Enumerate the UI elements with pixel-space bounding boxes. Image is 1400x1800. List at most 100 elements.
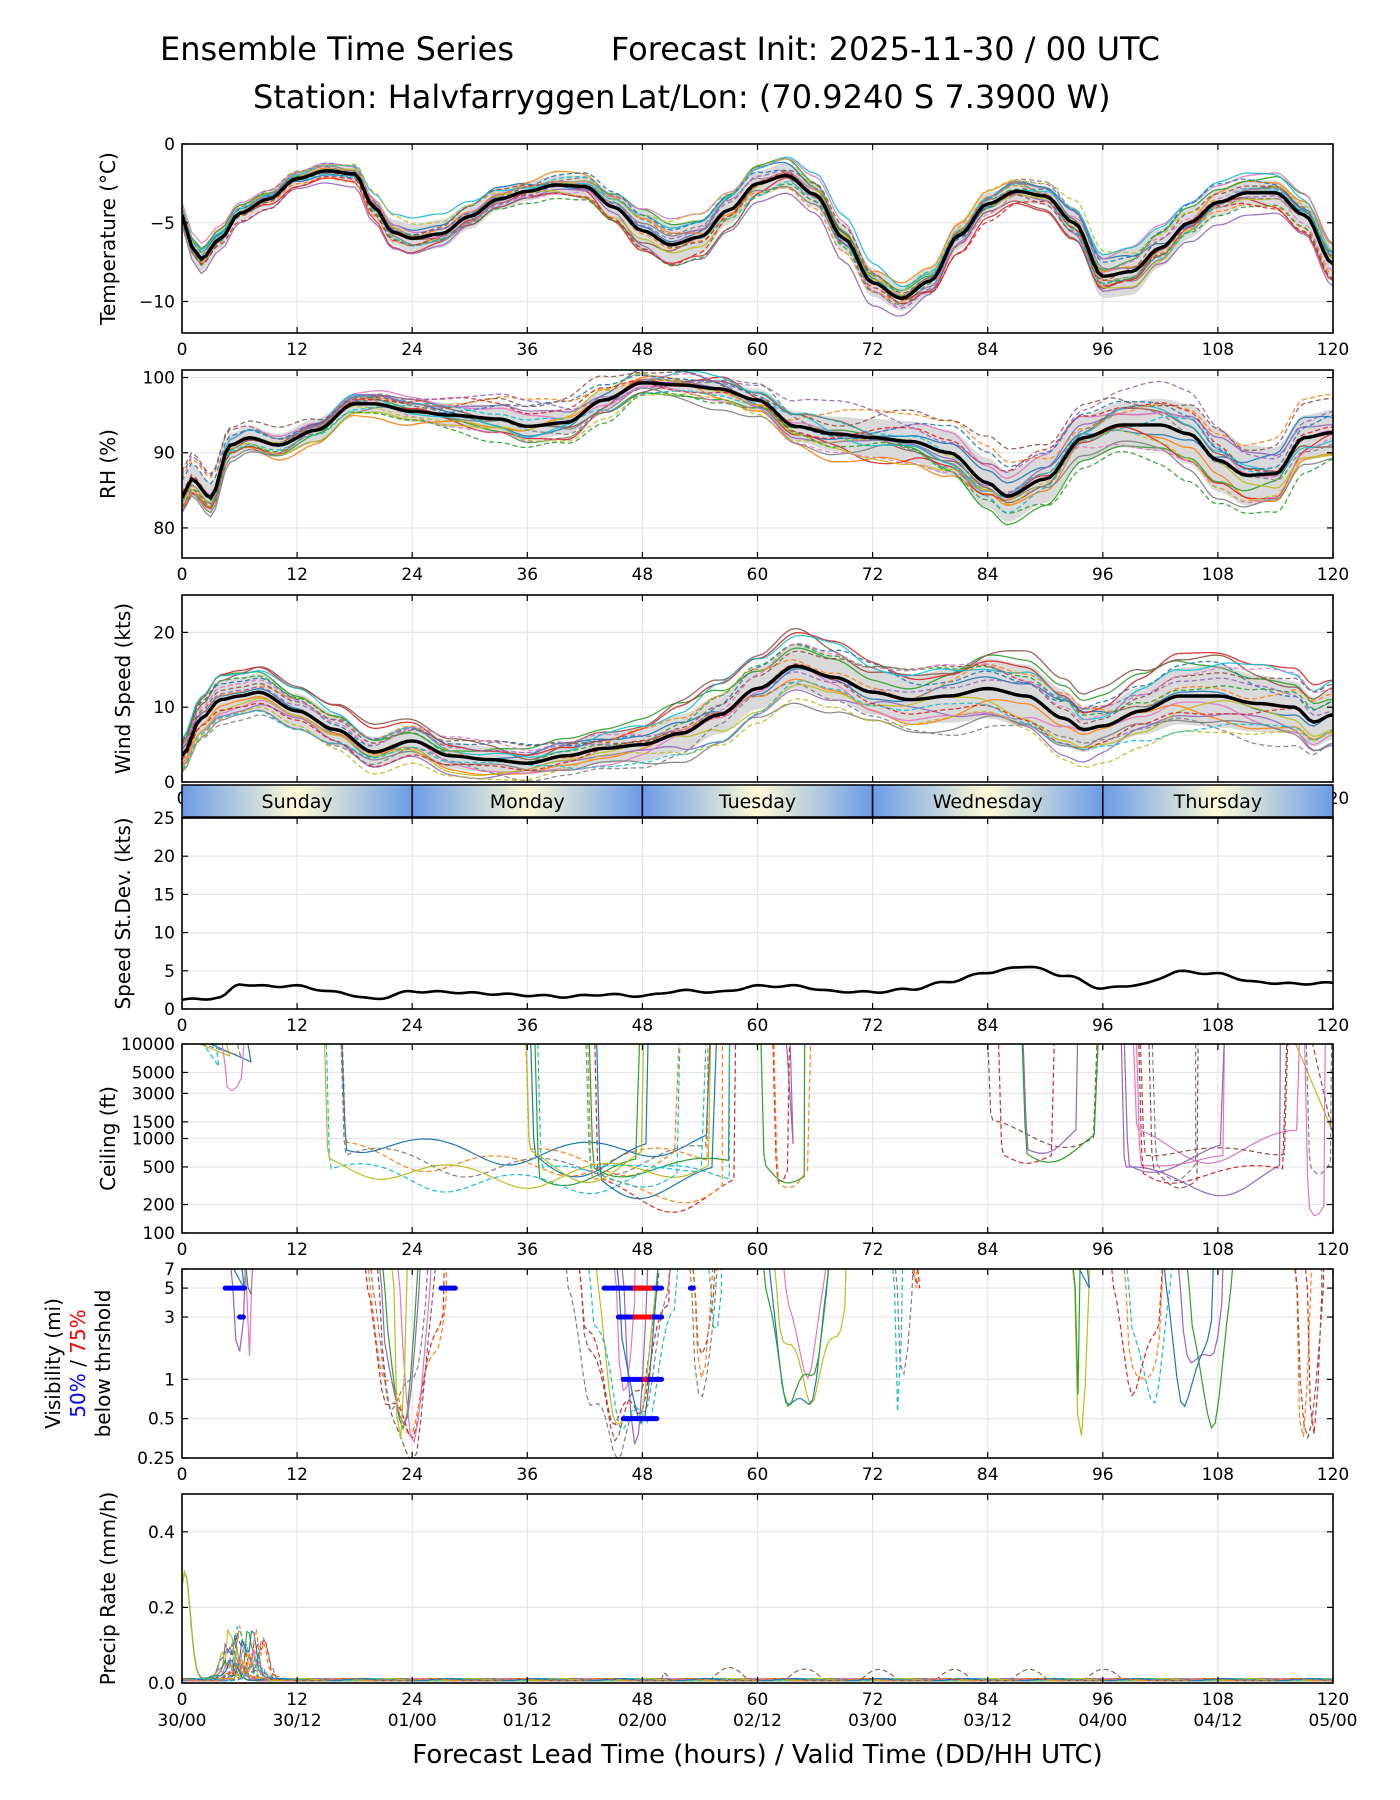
ceiling-member-line [596,1044,717,1200]
ceiling-member-line [201,1044,242,1057]
ensemble-mean-line [182,169,1333,301]
ensemble-member-line [182,681,1333,782]
y-tick-label: 25 [153,809,175,829]
y-tick-label: 0.0 [148,1674,175,1694]
x-tick-label: 84 [977,1240,999,1260]
x-tick-label: 72 [862,1690,884,1710]
visibility-member-line [1072,1269,1081,1395]
x-tick-label: 24 [401,565,423,585]
y-tick-label: 10000 [121,1035,175,1055]
valid-time-label: 03/12 [963,1711,1012,1731]
x-tick-label: 108 [1202,340,1234,360]
y-axis-label-sub: below thrshold [91,1290,115,1438]
visibility-member-line [621,1269,649,1445]
ensemble-member-line [182,373,1333,514]
x-tick-label: 0 [177,340,188,360]
visibility-member-line [376,1269,436,1458]
visibility-member-line [613,1269,636,1392]
x-tick-label: 24 [401,1465,423,1485]
y-axis-label: Ceiling (ft) [96,1086,120,1191]
visibility-member-line [913,1269,918,1289]
ceiling-member-line [325,1044,731,1195]
panel-frame-rh: 100 90 80 0 12 24 36 48 60 72 84 96 108 120 RH (%) [96,369,1349,585]
ceiling-member-line [1021,1044,1099,1163]
x-tick-label: 48 [632,1240,654,1260]
x-axis-label: Forecast Lead Time (hours) / Valid Time … [412,1740,1102,1770]
x-tick-label: 120 [1317,1690,1349,1710]
visibility-member-line [616,1269,659,1425]
x-tick-label: 0 [177,1016,188,1036]
x-tick-label: 120 [1317,1465,1349,1485]
ensemble-member-line [182,378,1333,506]
visibility-member-line [768,1269,829,1406]
visibility-member-line [1163,1269,1214,1408]
day-label: Sunday [262,791,333,813]
x-tick-label: 60 [747,1016,769,1036]
x-tick-label: 108 [1202,1465,1234,1485]
ensemble-member-line [182,650,1333,750]
visibility-member-line [588,1269,679,1431]
panel-frame-temperature: 0 −5 −10 0 12 24 36 48 60 72 84 96 108 120 Temperature… [96,135,1349,360]
ensemble-member-line [182,671,1333,754]
x-tick-label: 108 [1202,1690,1234,1710]
ceiling-member-line [202,1044,220,1067]
y-tick-label: 20 [153,847,175,867]
ensemble-member-line [182,680,1333,770]
x-tick-label: 96 [1092,1240,1114,1260]
ceiling-member-line [998,1044,1055,1164]
panel-frame-speed_std: 0 5 10 15 20 25 0 12 24 36 48 60 72 84 96 108 120 Speed S… [111,809,1349,1036]
day-cell [871,784,1104,818]
precip-member-line [182,1658,1333,1682]
ensemble-member-line [182,169,1333,298]
ceiling-member-line [773,1044,812,1189]
y-tick-label: 1 [164,1370,175,1390]
x-tick-label: 36 [516,1240,538,1260]
speed-stdev-line [181,965,1334,1002]
visibility-member-line [894,1269,914,1377]
series-ceiling [199,1044,1333,1217]
x-tick-label: 96 [1092,1016,1114,1036]
y-tick-label: 0 [164,135,175,155]
x-tick-label: 120 [1317,340,1349,360]
series-wind [182,627,1333,782]
y-tick-label: 0 [164,1000,175,1020]
visibility-ylabel: Visibility (mi) 50% / 75% below thrshold [41,1290,115,1438]
visibility-member-line [689,1269,718,1398]
valid-time-label: 02/12 [733,1711,782,1731]
x-tick-label: 120 [1317,1240,1349,1260]
x-tick-label: 36 [516,340,538,360]
y-tick-label: 0 [164,773,175,793]
ceiling-member-line [1022,1044,1079,1155]
y-tick-label: 0.25 [137,1449,175,1469]
x-tick-label: 12 [286,565,308,585]
x-tick-label: 48 [632,1465,654,1485]
ceiling-member-line [525,1044,645,1184]
y-tick-label: 80 [153,519,175,539]
visibility-member-line [370,1269,429,1412]
x-tick-label: 36 [516,1465,538,1485]
visibility-member-line [763,1269,830,1408]
x-tick-label: 96 [1092,565,1114,585]
y-tick-label: 100 [143,1224,175,1244]
y-tick-label: 15 [153,885,175,905]
ensemble-member-line [182,378,1333,479]
y-tick-label: 1000 [132,1130,175,1150]
x-tick-label: 108 [1202,565,1234,585]
x-tick-label: 120 [1317,1016,1349,1036]
y-tick-label: −10 [139,293,175,313]
y-axis-label: Temperature (°C) [96,152,120,326]
ensemble-member-line [182,698,1333,781]
ceiling-member-line [987,1044,1098,1149]
visibility-member-line [382,1269,419,1431]
y-axis-label: Speed St.Dev. (kts) [111,817,135,1009]
ensemble-member-line [182,177,1333,303]
series-rh [182,370,1333,526]
visibility-member-line [578,1269,660,1442]
visibility-member-line [579,1269,670,1426]
panel-frame-visibility: 0.25 0.5 1 3 57 0 12 24 36 48 60 72 84 96 108 120 [137,1260,1349,1485]
ceiling-member-line [760,1044,806,1184]
y-tick-label: 500 [143,1158,175,1178]
y-tick-label: 200 [143,1196,175,1216]
x-tick-label: 24 [401,1690,423,1710]
legend-75pct: 75% [66,1309,90,1353]
